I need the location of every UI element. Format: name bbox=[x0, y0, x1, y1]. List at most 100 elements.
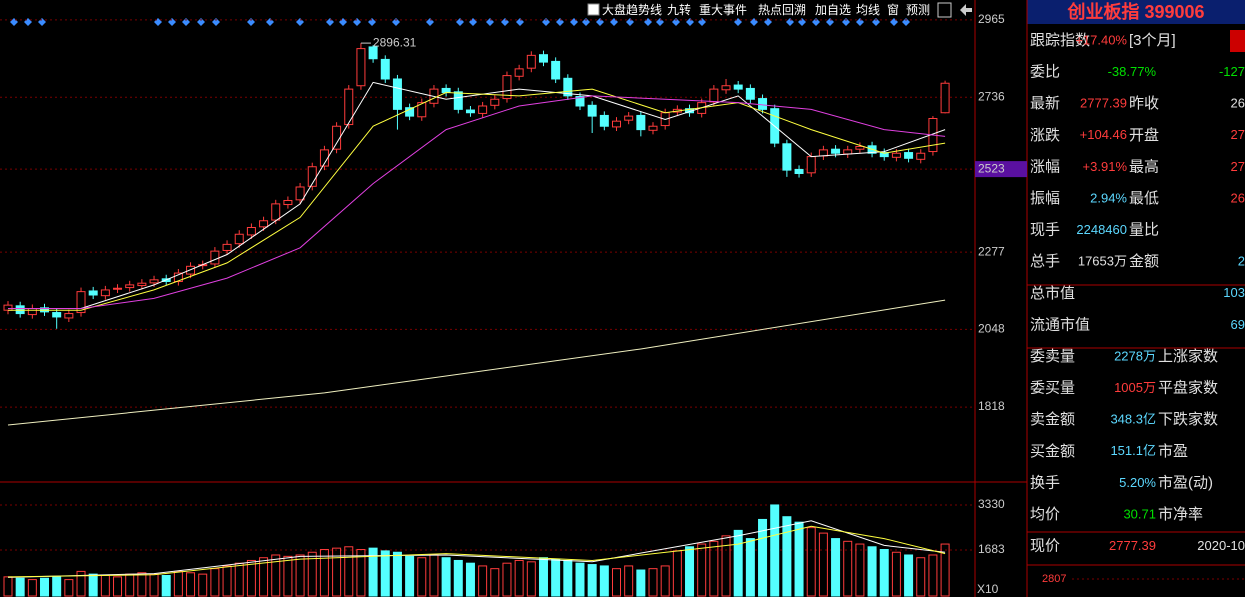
volume-bar bbox=[198, 573, 208, 597]
volume-bar bbox=[612, 568, 621, 597]
volume-bar bbox=[806, 527, 816, 597]
volume-bar bbox=[283, 555, 293, 597]
candle-body bbox=[733, 84, 743, 90]
candle-body bbox=[502, 75, 512, 100]
checkbox[interactable] bbox=[587, 3, 600, 16]
moving-average bbox=[7, 299, 946, 426]
signal-marker bbox=[197, 18, 205, 26]
quote-value: 348.3亿 bbox=[1110, 412, 1156, 427]
candle-body bbox=[709, 88, 719, 103]
candle-body bbox=[794, 168, 804, 174]
candle-body bbox=[222, 243, 232, 251]
quote-label: 昨收 bbox=[1129, 95, 1159, 112]
candle-body bbox=[465, 109, 475, 114]
candle-body bbox=[271, 203, 281, 221]
go-button[interactable] bbox=[1230, 30, 1245, 52]
quote-label: 委卖量 bbox=[1030, 348, 1075, 365]
quote-value: 69 bbox=[1231, 317, 1245, 332]
quote-label: 现手 bbox=[1030, 222, 1060, 239]
volume-bar bbox=[721, 535, 731, 597]
volume-bar bbox=[417, 557, 427, 597]
quote-label: 跟踪指数 bbox=[1030, 32, 1090, 49]
mini-chart-label: 2807 bbox=[1042, 573, 1066, 585]
volume-tick-label: 1683 bbox=[978, 542, 1005, 556]
moving-average bbox=[8, 95, 946, 309]
quote-label: 买金额 bbox=[1030, 443, 1075, 460]
signal-marker bbox=[826, 18, 834, 26]
quote-value: 26 bbox=[1231, 190, 1245, 205]
candle-body bbox=[721, 85, 731, 91]
toolbar-item[interactable]: 加自选 bbox=[815, 3, 851, 17]
candle-body bbox=[295, 186, 305, 201]
candle-body bbox=[149, 279, 159, 284]
candle-body bbox=[52, 312, 62, 318]
candle-body bbox=[916, 152, 926, 160]
volume-bar bbox=[64, 579, 74, 597]
candle-body bbox=[514, 68, 524, 77]
volume-bar bbox=[88, 573, 98, 597]
candle-body bbox=[137, 282, 147, 287]
volume-bar bbox=[319, 549, 329, 597]
y-tick-label: 2277 bbox=[978, 244, 1005, 258]
candle-body bbox=[940, 82, 950, 114]
candle-body bbox=[356, 48, 366, 87]
volume-bar bbox=[478, 565, 488, 597]
volume-bar bbox=[587, 564, 597, 597]
toolbar-item[interactable]: 窗 bbox=[887, 3, 899, 17]
candle-body bbox=[441, 87, 451, 93]
back-icon[interactable] bbox=[960, 4, 972, 16]
toolbar-item[interactable]: 预测 bbox=[906, 3, 930, 17]
quote-label: 均价 bbox=[1030, 506, 1060, 523]
toolbar-item[interactable]: 大盘趋势线 bbox=[602, 2, 662, 17]
y-tick-label: 2048 bbox=[978, 322, 1005, 336]
quote-label: 开盘 bbox=[1129, 126, 1159, 144]
volume-bar bbox=[940, 543, 950, 597]
volume-bar bbox=[758, 518, 768, 597]
candle-body bbox=[453, 91, 463, 110]
candle-body bbox=[624, 115, 634, 121]
signal-marker bbox=[812, 18, 820, 26]
quote-value: 2.94% bbox=[1090, 190, 1127, 205]
volume-bar bbox=[745, 538, 755, 597]
toolbar-item[interactable]: 热点回溯 bbox=[758, 2, 806, 17]
toolbar-item[interactable]: 重大事件 bbox=[699, 3, 747, 17]
quote-value: 27 bbox=[1231, 127, 1245, 142]
lock-icon[interactable] bbox=[937, 2, 952, 18]
volume-bar bbox=[186, 572, 196, 597]
signal-marker bbox=[212, 18, 220, 26]
candle-body bbox=[246, 226, 256, 236]
candle-body bbox=[405, 107, 415, 117]
candle-body bbox=[380, 58, 390, 80]
quote-label: 振幅 bbox=[1030, 190, 1060, 207]
volume-bar bbox=[173, 570, 183, 597]
quote-label: 金额 bbox=[1129, 253, 1159, 270]
candle-body bbox=[599, 114, 609, 127]
candle-body bbox=[332, 125, 342, 150]
volume-bar bbox=[843, 540, 853, 597]
quote-label: 最新 bbox=[1030, 95, 1060, 112]
toolbar-item[interactable]: 九转 bbox=[667, 2, 691, 17]
quote-label: 市盈(动) bbox=[1158, 474, 1213, 491]
volume-bar bbox=[563, 559, 573, 597]
volume-bar bbox=[40, 577, 50, 597]
candle-body bbox=[879, 152, 889, 158]
volume-moving-average bbox=[7, 525, 946, 578]
candle-body bbox=[758, 98, 768, 110]
candle-body bbox=[891, 152, 901, 158]
volume-bar bbox=[307, 551, 317, 597]
toolbar-item[interactable]: 均线 bbox=[856, 3, 880, 17]
quote-label: 量比 bbox=[1129, 222, 1159, 239]
quote-value: 26 bbox=[1231, 96, 1245, 111]
volume-bar bbox=[27, 579, 37, 597]
quote-label: [3个月] bbox=[1129, 32, 1176, 49]
tick-highlight bbox=[975, 161, 1027, 178]
signal-marker bbox=[247, 18, 255, 26]
volume-bar bbox=[405, 555, 415, 597]
candle-body bbox=[125, 284, 135, 289]
peak-label: 2896.31 bbox=[373, 35, 417, 49]
quote-label: 最低 bbox=[1129, 190, 1159, 207]
volume-bar bbox=[246, 559, 256, 597]
volume-bar bbox=[891, 551, 901, 597]
volume-bar bbox=[928, 554, 938, 597]
